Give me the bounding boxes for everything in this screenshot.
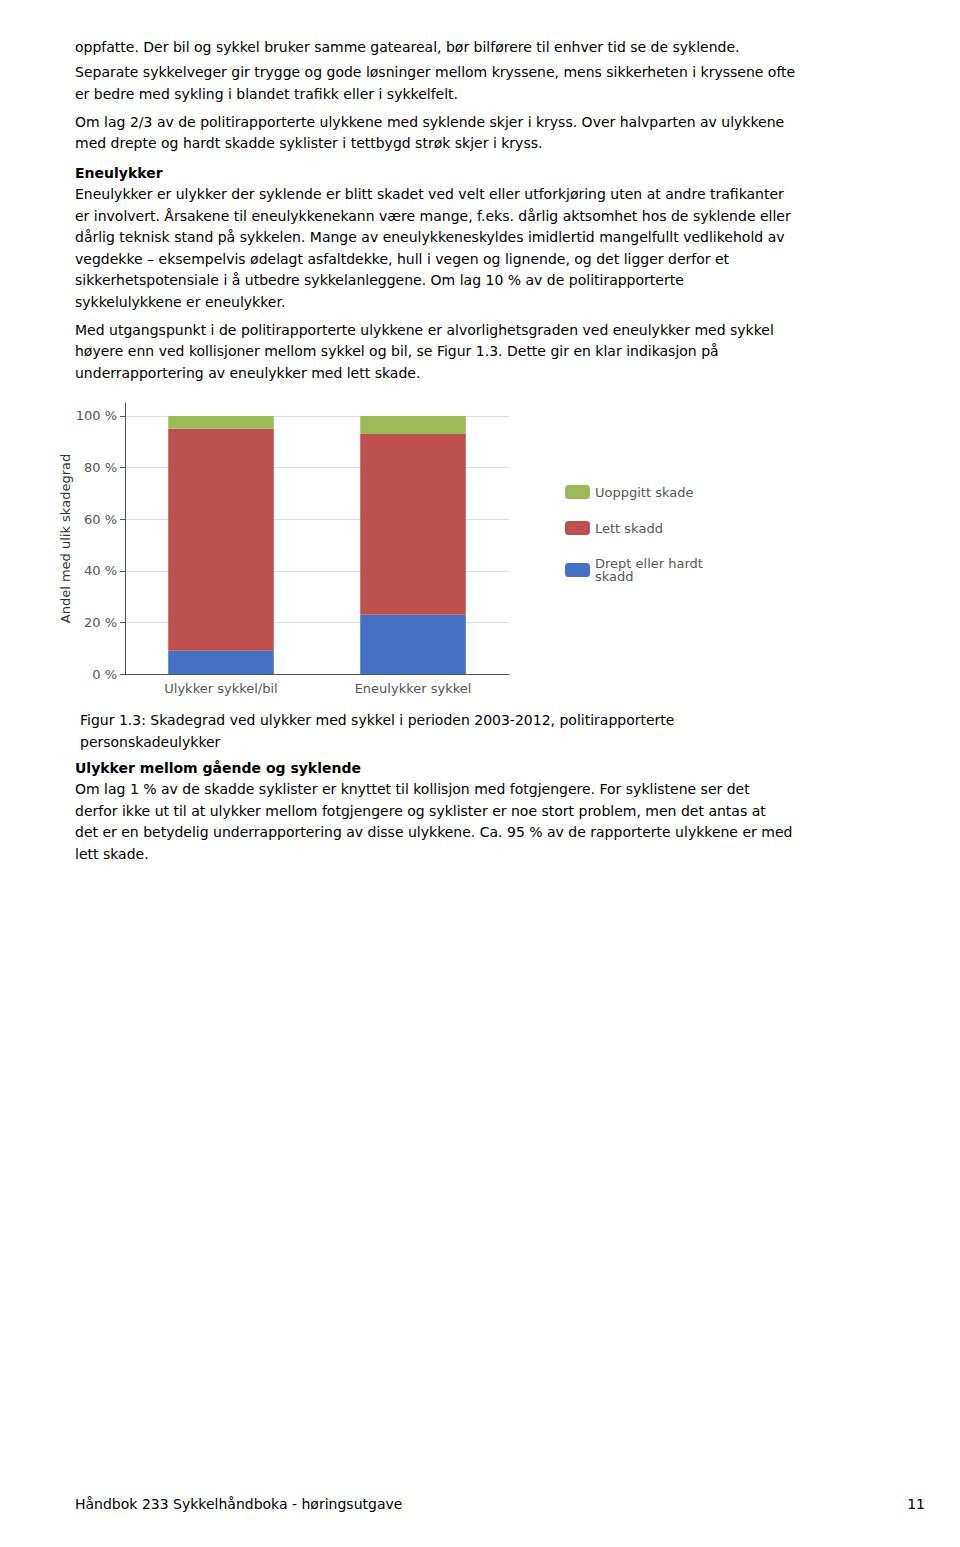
svg-text:Eneulykker sykkel: Eneulykker sykkel bbox=[355, 681, 472, 696]
svg-text:Andel med ulik skadegrad: Andel med ulik skadegrad bbox=[58, 454, 73, 623]
svg-text:11: 11 bbox=[907, 1496, 925, 1512]
svg-text:lett skade.: lett skade. bbox=[75, 846, 149, 862]
svg-text:sykkelulykkene er eneulykker.: sykkelulykkene er eneulykker. bbox=[75, 294, 285, 310]
svg-text:Figur 1.3: Skadegrad ved ulykk: Figur 1.3: Skadegrad ved ulykker med syk… bbox=[80, 712, 674, 728]
svg-text:Ulykker mellom gående og sykle: Ulykker mellom gående og syklende bbox=[75, 760, 361, 776]
svg-text:Eneulykker: Eneulykker bbox=[75, 165, 163, 181]
svg-text:derfor ikke ut til at ulykker: derfor ikke ut til at ulykker mellom fot… bbox=[75, 803, 766, 819]
svg-text:Drept eller hardt: Drept eller hardt bbox=[595, 556, 703, 571]
svg-text:det er en betydelig underrappo: det er en betydelig underrapportering av… bbox=[75, 824, 792, 840]
svg-text:er involvert. Årsakene til ene: er involvert. Årsakene til eneulykkeneka… bbox=[75, 208, 791, 224]
svg-text:0 %: 0 % bbox=[92, 667, 117, 682]
svg-text:Lett skadd: Lett skadd bbox=[595, 521, 663, 536]
svg-text:100 %: 100 % bbox=[76, 408, 117, 423]
svg-text:vegdekke – eksempelvis ødelagt: vegdekke – eksempelvis ødelagt asfaltdek… bbox=[75, 251, 730, 267]
svg-text:60 %: 60 % bbox=[84, 512, 117, 527]
svg-text:sikkerhetspotensiale i å utbed: sikkerhetspotensiale i å utbedre sykkela… bbox=[75, 272, 684, 288]
svg-text:Ulykker sykkel/bil: Ulykker sykkel/bil bbox=[164, 681, 277, 696]
svg-text:Uoppgitt skade: Uoppgitt skade bbox=[595, 485, 693, 500]
svg-text:dårlig teknisk stand på sykkel: dårlig teknisk stand på sykkelen. Mange … bbox=[75, 229, 785, 245]
svg-text:Separate sykkelveger gir trygg: Separate sykkelveger gir trygge og gode … bbox=[75, 64, 795, 80]
svg-text:Med utgangspunkt i de politira: Med utgangspunkt i de politirapporterte … bbox=[75, 322, 774, 338]
svg-text:Håndbok 233 Sykkelhåndboka - h: Håndbok 233 Sykkelhåndboka - høringsutga… bbox=[75, 1496, 402, 1512]
svg-text:20 %: 20 % bbox=[84, 615, 117, 630]
svg-text:er bedre med sykling i blandet: er bedre med sykling i blandet trafikk e… bbox=[75, 86, 458, 102]
svg-text:80 %: 80 % bbox=[84, 460, 117, 475]
svg-text:40 %: 40 % bbox=[84, 563, 117, 578]
svg-text:med drepte og hardt skadde syk: med drepte og hardt skadde syklister i t… bbox=[75, 135, 542, 151]
svg-text:underrapportering av eneulykke: underrapportering av eneulykker med lett… bbox=[75, 365, 420, 381]
svg-text:Eneulykker er ulykker der sykl: Eneulykker er ulykker der syklende er bl… bbox=[75, 186, 784, 202]
svg-text:personskadeulykker: personskadeulykker bbox=[80, 734, 221, 750]
svg-text:høyere enn ved kollisjoner mel: høyere enn ved kollisjoner mellom sykkel… bbox=[75, 343, 719, 359]
svg-text:Om lag 1 % av de skadde syklis: Om lag 1 % av de skadde syklister er kny… bbox=[75, 781, 750, 797]
svg-text:Om lag 2/3 av de politirapport: Om lag 2/3 av de politirapporterte ulykk… bbox=[75, 114, 784, 130]
svg-text:skadd: skadd bbox=[595, 569, 634, 584]
svg-text:oppfatte. Der bil og sykkel br: oppfatte. Der bil og sykkel bruker samme… bbox=[75, 39, 740, 55]
